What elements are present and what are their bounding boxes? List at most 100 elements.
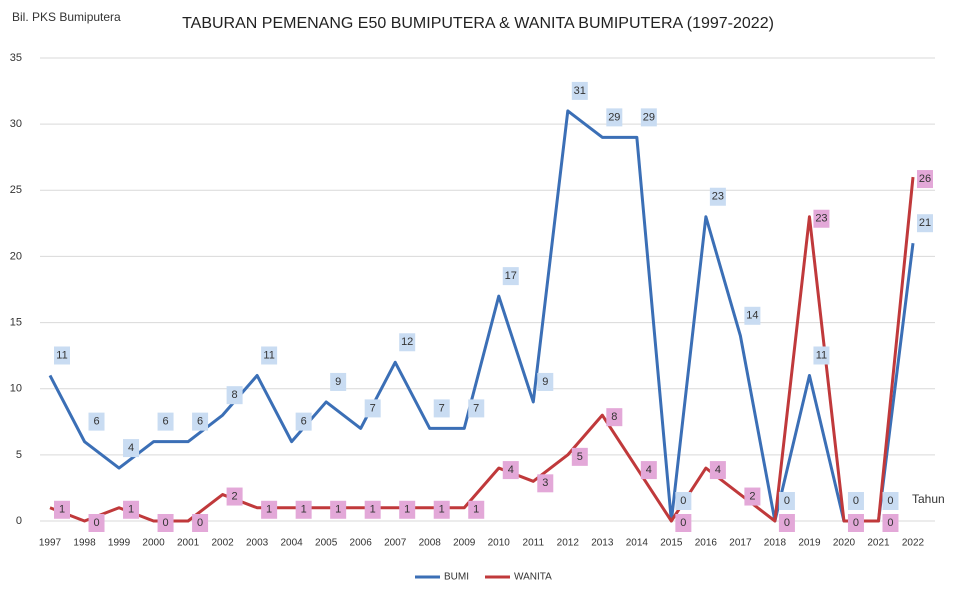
data-label: 23 bbox=[815, 213, 827, 225]
x-tick-label: 2010 bbox=[488, 538, 511, 549]
data-label-box bbox=[261, 346, 278, 365]
data-label-box bbox=[88, 412, 105, 431]
series-line bbox=[48, 109, 915, 523]
x-axis-label: Tahun bbox=[912, 492, 945, 506]
x-tick-label: 2004 bbox=[281, 538, 304, 549]
x-tick-label: 2007 bbox=[384, 538, 407, 549]
data-label: 1 bbox=[128, 504, 134, 516]
data-label-box bbox=[123, 500, 140, 519]
data-label-box bbox=[709, 187, 726, 206]
data-label-box bbox=[330, 372, 347, 391]
data-label-box bbox=[606, 108, 623, 127]
data-label: 0 bbox=[887, 517, 893, 529]
data-label: 6 bbox=[93, 416, 99, 428]
data-label-box bbox=[917, 214, 933, 233]
data-label: 5 bbox=[577, 451, 583, 463]
data-label: 1 bbox=[266, 504, 272, 516]
data-label: 9 bbox=[542, 376, 548, 388]
data-label: 21 bbox=[919, 217, 931, 229]
data-label-box bbox=[399, 333, 416, 352]
data-label: 14 bbox=[746, 310, 758, 322]
x-tick-label: 2005 bbox=[315, 538, 338, 549]
data-label-box bbox=[744, 487, 761, 506]
data-label-box bbox=[295, 412, 312, 431]
data-label-box bbox=[640, 108, 657, 127]
data-label-box bbox=[295, 500, 312, 519]
data-label: 1 bbox=[404, 504, 410, 516]
data-label: 29 bbox=[608, 111, 620, 123]
data-label: 3 bbox=[542, 477, 548, 489]
data-label: 4 bbox=[128, 442, 134, 454]
data-label: 1 bbox=[473, 504, 479, 516]
data-label: 4 bbox=[715, 464, 721, 476]
data-label: 0 bbox=[162, 517, 168, 529]
data-label: 0 bbox=[887, 495, 893, 507]
data-label-box bbox=[192, 514, 209, 532]
data-label-box bbox=[882, 514, 899, 532]
data-label-box bbox=[502, 267, 519, 286]
data-label: 31 bbox=[574, 85, 586, 97]
data-label: 29 bbox=[643, 111, 655, 123]
data-label-box bbox=[54, 346, 70, 365]
data-label: 17 bbox=[505, 270, 517, 282]
x-tick-label: 2003 bbox=[246, 538, 269, 549]
data-label-box bbox=[54, 500, 70, 519]
data-label: 6 bbox=[162, 416, 168, 428]
data-label-box bbox=[813, 346, 830, 365]
data-label-box bbox=[123, 439, 140, 458]
data-label-box bbox=[675, 514, 692, 532]
data-label-box bbox=[778, 492, 795, 510]
x-tick-label: 2016 bbox=[695, 538, 718, 549]
data-label-box bbox=[226, 487, 243, 506]
data-label: 11 bbox=[56, 349, 67, 361]
x-tick-label: 2006 bbox=[350, 538, 373, 549]
x-tick-label: 2020 bbox=[833, 538, 856, 549]
data-label: 0 bbox=[853, 517, 859, 529]
data-label-box bbox=[157, 412, 174, 431]
data-label: 11 bbox=[816, 349, 827, 361]
data-label: 1 bbox=[301, 504, 307, 516]
data-label: 1 bbox=[59, 504, 65, 516]
x-tick-label: 1997 bbox=[39, 538, 62, 549]
data-label: 0 bbox=[853, 495, 859, 507]
data-label-box bbox=[433, 399, 450, 418]
data-label-box bbox=[847, 492, 864, 510]
data-label: 0 bbox=[197, 517, 203, 529]
data-label: 7 bbox=[439, 402, 445, 414]
x-tick-label: 2019 bbox=[798, 538, 821, 549]
x-tick-label: 2017 bbox=[729, 538, 752, 549]
data-label: 6 bbox=[197, 416, 203, 428]
y-tick-label: 10 bbox=[10, 383, 22, 395]
data-label-box bbox=[192, 412, 209, 431]
data-label: 6 bbox=[301, 416, 307, 428]
data-label-box bbox=[364, 500, 381, 519]
data-label: 8 bbox=[611, 411, 617, 423]
x-tick-label: 1998 bbox=[73, 538, 96, 549]
data-label: 4 bbox=[646, 464, 652, 476]
data-label-box bbox=[882, 492, 899, 510]
data-label-box bbox=[744, 306, 761, 325]
data-label: 0 bbox=[784, 495, 790, 507]
data-label: 1 bbox=[335, 504, 341, 516]
data-label: 26 bbox=[919, 173, 931, 185]
data-label-box bbox=[226, 386, 243, 405]
data-label: 0 bbox=[680, 517, 686, 529]
x-tick-label: 2009 bbox=[453, 538, 476, 549]
data-label: 0 bbox=[680, 495, 686, 507]
data-label: 1 bbox=[439, 504, 445, 516]
data-label-box bbox=[502, 461, 519, 480]
chart-title: TABURAN PEMENANG E50 BUMIPUTERA & WANITA… bbox=[182, 15, 774, 32]
data-label: 0 bbox=[784, 517, 790, 529]
data-label-box bbox=[537, 474, 554, 493]
data-label-box bbox=[847, 514, 864, 532]
data-label-box bbox=[778, 514, 795, 532]
y-axis-label: Bil. PKS Bumiputera bbox=[12, 10, 121, 24]
data-label-box bbox=[364, 399, 381, 418]
data-label: 7 bbox=[370, 402, 376, 414]
y-tick-label: 15 bbox=[10, 316, 22, 328]
x-tick-label: 1999 bbox=[108, 538, 131, 549]
data-label: 12 bbox=[401, 336, 413, 348]
data-label-box bbox=[399, 500, 416, 519]
data-label-box bbox=[640, 461, 657, 480]
